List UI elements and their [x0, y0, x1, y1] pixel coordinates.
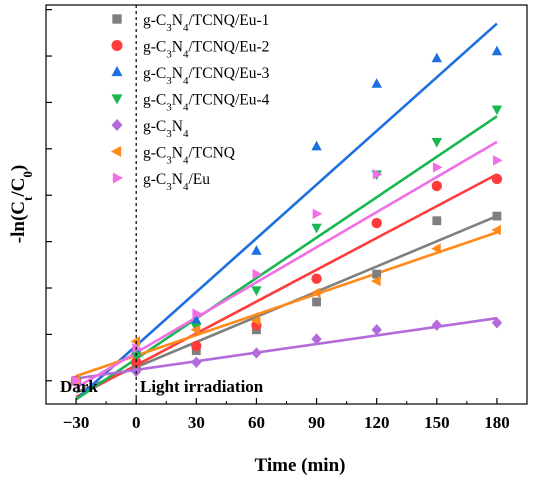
data-point-series-2	[191, 340, 202, 352]
data-point-series-1	[492, 211, 502, 221]
data-point-series-5	[371, 324, 382, 336]
fit-lines	[75, 22, 498, 401]
fit-line-series-5	[75, 316, 498, 380]
y-axis-title: -ln(Ct/C0)	[8, 165, 35, 243]
legend-label-6: g-C3N4/TCNQ	[143, 145, 235, 167]
data-point-series-5	[431, 319, 443, 331]
data-point-series-1	[432, 216, 442, 226]
legend-label-1: g-C3N4/TCNQ/Eu-1	[143, 12, 269, 34]
legend-marker-6	[110, 146, 122, 157]
legend-marker-4	[111, 94, 123, 105]
data-point-series-4	[251, 286, 262, 297]
data-point-series-7	[132, 343, 142, 354]
x-tick-label: 0	[132, 413, 141, 432]
data-point-series-3	[431, 52, 443, 63]
data-point-series-2	[371, 217, 382, 229]
data-point-series-7	[252, 268, 263, 280]
data-point-series-2	[311, 273, 322, 284]
data-point-series-6	[250, 315, 261, 326]
data-point-series-6	[310, 287, 321, 298]
data-point-series-6	[130, 336, 141, 347]
dark-region-label: Dark	[60, 377, 98, 396]
x-tick-label: 120	[364, 413, 390, 432]
legend-label-3: g-C3N4/TCNQ/Eu-3	[143, 65, 270, 87]
fit-line-series-4	[75, 115, 498, 401]
data-markers	[70, 45, 503, 387]
data-point-series-4	[311, 223, 322, 234]
plot-frame	[45, 4, 528, 405]
legend-label-7: g-C3N4/Eu	[143, 171, 210, 193]
fit-line-series-3	[75, 22, 498, 401]
data-point-series-6	[431, 243, 441, 254]
fit-line-series-2	[75, 173, 498, 399]
data-point-series-4	[431, 137, 443, 148]
data-point-series-3	[371, 78, 382, 88]
data-point-series-7	[72, 375, 82, 387]
data-point-series-2	[491, 173, 503, 185]
data-point-series-3	[251, 245, 262, 255]
data-point-series-6	[190, 324, 201, 335]
legend: g-C3N4/TCNQ/Eu-1 g-C3N4/TCNQ/Eu-2 g-C3N4/T…	[110, 12, 270, 193]
legend-label-4: g-C3N4/TCNQ/Eu-4	[143, 92, 270, 114]
x-axis-title: Time (min)	[255, 455, 346, 476]
data-point-series-6	[370, 275, 381, 287]
x-tick-label: −30	[63, 413, 90, 432]
data-point-series-1	[312, 297, 321, 307]
x-tick-label: 90	[308, 413, 325, 432]
legend-marker-5	[111, 118, 123, 132]
data-point-series-7	[312, 208, 323, 219]
data-point-series-4	[491, 105, 503, 116]
legend-marker-3	[111, 65, 123, 77]
data-point-series-5	[491, 317, 503, 329]
data-point-series-7	[372, 169, 383, 180]
data-point-series-3	[191, 314, 202, 325]
data-point-series-1	[372, 269, 382, 279]
data-point-series-7	[192, 308, 203, 319]
legend-marker-1	[112, 14, 122, 24]
light-region-label: Light irradiation	[140, 377, 264, 396]
x-tick-label: 60	[248, 413, 265, 432]
legend-marker-7	[112, 172, 124, 184]
data-point-series-4	[130, 351, 142, 362]
fit-line-series-7	[75, 140, 498, 389]
data-point-series-2	[130, 357, 142, 368]
data-point-series-7	[493, 155, 503, 166]
legend-label-5: g-C3N4	[143, 118, 189, 140]
x-tick-label: 180	[484, 413, 510, 432]
data-point-series-3	[491, 45, 503, 56]
data-point-series-5	[251, 347, 262, 359]
data-point-series-6	[491, 224, 501, 236]
data-point-series-2	[431, 180, 443, 192]
data-point-series-5	[191, 356, 202, 368]
fit-line-series-6	[75, 231, 498, 378]
data-point-series-7	[432, 162, 443, 173]
x-tick-label: 150	[424, 413, 450, 432]
legend-label-2: g-C3N4/TCNQ/Eu-2	[143, 39, 269, 61]
x-axis-tick-labels: −30 0 30 60 90 120 150 180	[63, 413, 510, 432]
data-point-series-3	[311, 140, 322, 151]
x-tick-label: 30	[188, 413, 205, 432]
data-point-series-5	[311, 333, 322, 345]
legend-marker-2	[111, 40, 123, 51]
x-axis-ticks	[46, 9, 498, 404]
